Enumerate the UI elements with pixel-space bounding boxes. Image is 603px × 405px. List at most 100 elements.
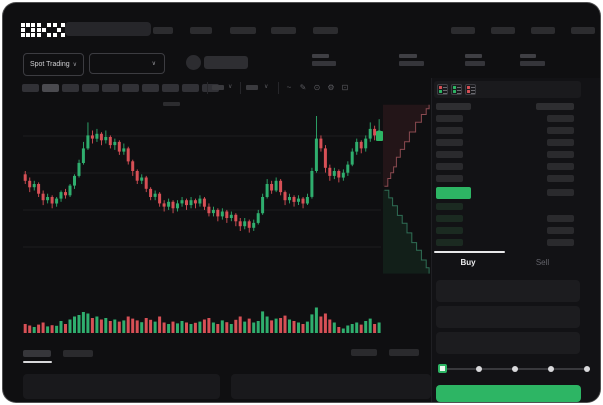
chevron-down-icon: ∨ [228, 84, 233, 90]
icon-cell [467, 86, 470, 89]
icon-cell [453, 90, 456, 93]
toolbar-divider [278, 82, 279, 94]
interval-button-3[interactable] [82, 84, 99, 92]
ask-row-amount[interactable] [547, 151, 574, 158]
chevron-down-icon: ∨ [264, 84, 269, 90]
market-stat-3-label [520, 54, 536, 58]
orderbook-view-bids-icon[interactable] [451, 84, 462, 95]
bid-row-amount[interactable] [547, 227, 574, 234]
toolbar-divider [207, 82, 208, 94]
chevron-down-icon: ∨ [72, 62, 78, 68]
draw-icon[interactable]: ✎ [299, 83, 307, 92]
market-action-button[interactable] [204, 56, 248, 69]
ask-row-price[interactable] [436, 151, 463, 158]
ask-row-amount[interactable] [547, 127, 574, 134]
slider-stop-2[interactable] [512, 366, 518, 372]
orders-panel-placeholder [231, 374, 431, 399]
header-right-item-2[interactable] [531, 27, 555, 34]
interval-button-1[interactable] [42, 84, 59, 92]
ask-row-price[interactable] [436, 115, 463, 122]
ask-row-amount[interactable] [547, 115, 574, 122]
market-stat-2-label [465, 54, 482, 58]
ask-row-amount[interactable] [547, 189, 574, 196]
interval-button-5[interactable] [122, 84, 139, 92]
market-stat-1-label [399, 54, 417, 58]
icon-line [443, 92, 447, 94]
total-input[interactable] [436, 332, 580, 354]
line-style-icon[interactable]: ~ [286, 83, 292, 92]
slider-stop-3[interactable] [548, 366, 554, 372]
ask-row-price[interactable] [436, 163, 463, 170]
tab-buy[interactable]: Buy [431, 253, 505, 271]
icon-line [457, 92, 461, 94]
last-price-block[interactable] [436, 187, 471, 199]
bid-row-price[interactable] [436, 203, 463, 210]
bottom-active-tab-indicator [23, 361, 52, 363]
header-right-item-0[interactable] [451, 27, 475, 34]
bid-row-amount[interactable] [547, 239, 574, 246]
ask-row-amount[interactable] [547, 163, 574, 170]
interval-button-9[interactable] [202, 84, 219, 92]
interval-button-6[interactable] [142, 84, 159, 92]
ask-row-amount[interactable] [547, 175, 574, 182]
ask-row-price[interactable] [436, 139, 463, 146]
nav-item-4[interactable] [313, 27, 338, 34]
bid-row-price[interactable] [436, 239, 463, 246]
toolbar-dropdown-1[interactable] [246, 85, 258, 90]
orderbook-view-combined-icon[interactable] [437, 84, 448, 95]
camera-icon[interactable]: ⊙ [313, 83, 321, 92]
buy-submit-button[interactable] [436, 385, 581, 402]
tab-sell[interactable]: Sell [505, 253, 580, 271]
depth-chart [383, 104, 430, 274]
interval-button-0[interactable] [22, 84, 39, 92]
ask-row-price[interactable] [436, 127, 463, 134]
bottom-link-1[interactable] [351, 349, 377, 356]
bid-row-price[interactable] [436, 215, 463, 222]
settings-icon[interactable]: ⚙ [327, 83, 335, 92]
slider-stop-4[interactable] [584, 366, 590, 372]
icon-line [457, 86, 461, 88]
bottom-tab-open-orders[interactable] [23, 350, 51, 357]
market-stat-0-value [312, 61, 336, 66]
candlestick-chart[interactable] [23, 99, 381, 339]
nav-item-1[interactable] [190, 27, 212, 34]
last-price-marker [376, 131, 383, 141]
chevron-down-icon: ∨ [151, 61, 156, 67]
ask-row-price[interactable] [436, 175, 463, 182]
nav-item-3[interactable] [271, 27, 296, 34]
bid-row-price[interactable] [436, 227, 463, 234]
bottom-link-2[interactable] [389, 349, 419, 356]
price-input[interactable] [436, 280, 580, 302]
orderbook-view-asks-icon[interactable] [465, 84, 476, 95]
avatar[interactable] [186, 55, 201, 70]
nav-item-0[interactable] [153, 27, 173, 34]
market-stat-1-value [399, 61, 424, 66]
nav-item-2[interactable] [230, 27, 256, 34]
icon-cell [439, 90, 442, 93]
slider-handle[interactable] [438, 364, 447, 373]
bottom-tab-order-history[interactable] [63, 350, 93, 357]
fullscreen-icon[interactable]: ⊡ [341, 83, 349, 92]
toolbar-divider [240, 82, 241, 94]
okx-logo-pixels [21, 23, 65, 37]
chart-legend-placeholder [163, 102, 180, 106]
amount-input[interactable] [436, 306, 580, 328]
toolbar-dropdown-0[interactable] [212, 85, 224, 90]
okx-logo[interactable]: OKX [21, 23, 65, 38]
interval-button-7[interactable] [162, 84, 179, 92]
bid-row-amount[interactable] [547, 215, 574, 222]
tab-buy-label: Buy [460, 257, 476, 267]
interval-button-4[interactable] [102, 84, 119, 92]
market-stat-0-label [312, 54, 329, 58]
trading-mode-selector[interactable]: Spot Trading ∨ [23, 53, 84, 76]
header-right-item-1[interactable] [491, 27, 515, 34]
symbol-dropdown[interactable]: ∨ [89, 53, 165, 74]
search-input[interactable] [65, 22, 151, 36]
interval-button-2[interactable] [62, 84, 79, 92]
ask-row-amount[interactable] [547, 139, 574, 146]
interval-button-8[interactable] [182, 84, 199, 92]
slider-stop-1[interactable] [476, 366, 482, 372]
orderbook-header-price [436, 103, 471, 110]
header-right-item-3[interactable] [571, 27, 595, 34]
